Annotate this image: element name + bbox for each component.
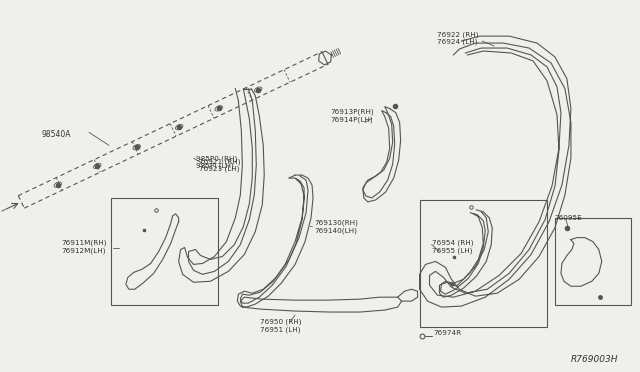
Text: 76954 (RH)
76955 (LH): 76954 (RH) 76955 (LH) <box>431 240 473 254</box>
Text: R769003H: R769003H <box>571 355 619 364</box>
Ellipse shape <box>175 124 183 130</box>
Ellipse shape <box>255 87 262 92</box>
Text: 76911M(RH)
76912M(LH): 76911M(RH) 76912M(LH) <box>61 240 107 254</box>
Text: 76913P(RH)
76914P(LH): 76913P(RH) 76914P(LH) <box>330 109 374 123</box>
Bar <box>111 198 218 305</box>
Text: 76095E: 76095E <box>554 215 582 221</box>
Text: 76921 (RH)
76923 (LH): 76921 (RH) 76923 (LH) <box>198 158 240 172</box>
Ellipse shape <box>133 145 140 150</box>
Ellipse shape <box>215 106 223 111</box>
Ellipse shape <box>54 182 61 187</box>
Bar <box>555 218 630 305</box>
Text: 76950 (RH)
76951 (LH): 76950 (RH) 76951 (LH) <box>260 319 302 333</box>
Text: 769130(RH)
769140(LH): 769130(RH) 769140(LH) <box>314 220 358 234</box>
Ellipse shape <box>93 163 101 169</box>
Text: 76974R: 76974R <box>433 330 461 336</box>
Text: 985P0 (RH)
985PI (LH): 985P0 (RH) 985PI (LH) <box>196 155 237 169</box>
Text: 98540A: 98540A <box>41 131 70 140</box>
Text: 76922 (RH)
76924 (LH): 76922 (RH) 76924 (LH) <box>438 31 479 45</box>
Bar <box>420 200 547 327</box>
